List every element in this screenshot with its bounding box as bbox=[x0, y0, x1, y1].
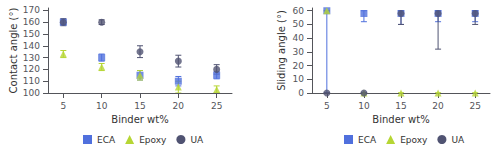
svg-text:UA: UA bbox=[451, 135, 465, 145]
svg-text:15: 15 bbox=[134, 101, 145, 111]
svg-text:25: 25 bbox=[211, 101, 222, 111]
svg-text:30: 30 bbox=[293, 47, 305, 57]
svg-text:20: 20 bbox=[432, 101, 444, 111]
svg-text:Contact angle (°): Contact angle (°) bbox=[8, 7, 19, 93]
svg-text:160: 160 bbox=[23, 17, 40, 27]
svg-text:Epoxy: Epoxy bbox=[400, 135, 428, 145]
svg-text:UA: UA bbox=[190, 135, 204, 145]
svg-text:0: 0 bbox=[298, 88, 304, 98]
svg-text:40: 40 bbox=[293, 33, 305, 43]
svg-text:140: 140 bbox=[23, 41, 40, 51]
svg-text:5: 5 bbox=[60, 101, 66, 111]
svg-text:10: 10 bbox=[96, 101, 108, 111]
svg-text:Epoxy: Epoxy bbox=[139, 135, 167, 145]
svg-text:ECA: ECA bbox=[97, 135, 116, 145]
svg-text:20: 20 bbox=[293, 61, 305, 71]
svg-text:ECA: ECA bbox=[358, 135, 377, 145]
svg-text:25: 25 bbox=[469, 101, 480, 111]
svg-text:110: 110 bbox=[23, 76, 40, 86]
svg-text:100: 100 bbox=[23, 88, 40, 98]
svg-text:5: 5 bbox=[324, 101, 330, 111]
svg-text:150: 150 bbox=[23, 29, 40, 39]
svg-text:10: 10 bbox=[358, 101, 370, 111]
svg-text:130: 130 bbox=[23, 53, 40, 63]
svg-text:10: 10 bbox=[293, 74, 305, 84]
svg-text:20: 20 bbox=[173, 101, 185, 111]
svg-text:Binder wt%: Binder wt% bbox=[111, 114, 168, 125]
svg-text:Sliding angle (°): Sliding angle (°) bbox=[276, 10, 287, 91]
svg-text:120: 120 bbox=[23, 64, 40, 74]
svg-text:15: 15 bbox=[395, 101, 406, 111]
svg-text:50: 50 bbox=[293, 19, 305, 29]
svg-text:170: 170 bbox=[23, 5, 40, 15]
svg-text:Binder wt%: Binder wt% bbox=[372, 114, 429, 125]
svg-text:60: 60 bbox=[293, 6, 305, 16]
